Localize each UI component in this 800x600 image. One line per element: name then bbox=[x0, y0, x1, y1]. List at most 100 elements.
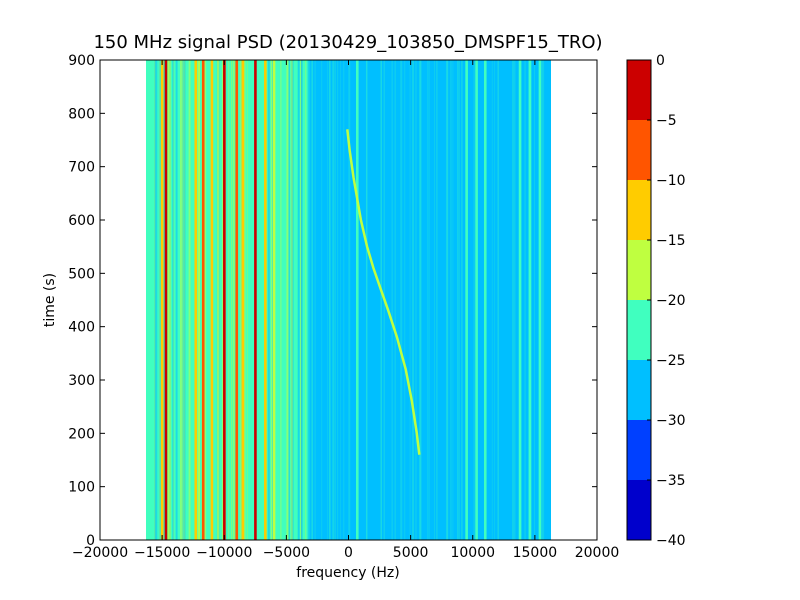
psd-texture-stripe bbox=[301, 60, 303, 540]
y-tick-label: 400 bbox=[68, 320, 95, 336]
psd-texture-stripe bbox=[314, 60, 316, 540]
chart-title: 150 MHz signal PSD (20130429_103850_DMSP… bbox=[93, 32, 602, 53]
psd-texture-stripe bbox=[209, 60, 211, 540]
colorbar-tick-label: −35 bbox=[656, 473, 686, 489]
psd-texture-stripe bbox=[267, 60, 270, 540]
psd-texture-stripe bbox=[234, 60, 236, 540]
y-tick-label: 300 bbox=[68, 373, 95, 389]
psd-texture-stripe bbox=[305, 60, 307, 540]
colorbar-segment bbox=[627, 300, 651, 360]
psd-texture-stripe bbox=[497, 60, 499, 540]
psd-texture-stripe bbox=[446, 60, 447, 540]
colorbar-tick-label: −10 bbox=[656, 173, 686, 189]
psd-texture-stripe bbox=[149, 60, 152, 540]
psd-texture-stripe bbox=[217, 60, 220, 540]
psd-texture-stripe bbox=[340, 60, 341, 540]
psd-carrier-line bbox=[201, 60, 205, 540]
psd-texture-stripe bbox=[491, 60, 493, 540]
psd-carrier-line bbox=[518, 60, 522, 540]
psd-texture-stripe bbox=[204, 60, 207, 540]
colorbar-tick-label: −15 bbox=[656, 233, 686, 249]
psd-carrier-line bbox=[160, 60, 164, 540]
y-tick-label: 900 bbox=[68, 53, 95, 69]
psd-texture-stripe bbox=[327, 60, 329, 540]
y-tick-label: 0 bbox=[86, 533, 95, 549]
y-tick-label: 500 bbox=[68, 266, 95, 282]
psd-texture-stripe bbox=[404, 60, 406, 540]
psd-carrier-line bbox=[235, 60, 239, 540]
colorbar-segment bbox=[627, 360, 651, 420]
y-axis-ticks: 0 100 200 300 400 500 600 700 800 900 bbox=[68, 53, 597, 549]
psd-texture-stripe bbox=[234, 60, 236, 540]
x-axis-label: frequency (Hz) bbox=[296, 565, 399, 581]
psd-texture-stripe bbox=[296, 60, 298, 540]
psd-texture-stripe bbox=[310, 60, 312, 540]
psd-texture-stripe bbox=[170, 60, 173, 540]
psd-texture-stripe bbox=[213, 60, 215, 540]
psd-texture-stripe bbox=[447, 60, 449, 540]
psd-carrier-line bbox=[528, 60, 532, 540]
psd-texture-stripe bbox=[380, 60, 382, 540]
psd-texture-stripe bbox=[231, 60, 233, 540]
psd-texture-stripe bbox=[452, 60, 454, 540]
colorbar-segment bbox=[627, 480, 651, 540]
x-tick-label: 0 bbox=[344, 545, 353, 561]
psd-texture-stripe bbox=[542, 60, 545, 540]
psd-texture-stripe bbox=[337, 60, 339, 540]
psd-texture-stripe bbox=[298, 60, 300, 540]
psd-texture-stripe bbox=[457, 60, 459, 540]
psd-carrier-line bbox=[223, 60, 226, 540]
psd-texture-stripe bbox=[461, 60, 463, 540]
psd-texture-stripe bbox=[394, 60, 396, 540]
psd-texture-stripe bbox=[366, 60, 368, 540]
psd-texture-stripe bbox=[188, 60, 191, 540]
psd-texture-stripe bbox=[168, 60, 169, 540]
psd-texture-stripe bbox=[459, 60, 460, 540]
psd-texture-stripe bbox=[450, 60, 452, 540]
psd-texture-stripe bbox=[419, 60, 422, 540]
psd-texture-stripe bbox=[411, 60, 414, 540]
x-tick-label: 20000 bbox=[575, 545, 620, 561]
empty-region-left bbox=[100, 60, 146, 540]
psd-texture-stripe bbox=[348, 60, 351, 540]
colorbar-tick-label: −5 bbox=[656, 113, 677, 129]
psd-texture-stripe bbox=[228, 60, 230, 540]
psd-texture-stripe bbox=[245, 60, 248, 540]
psd-carrier-line bbox=[465, 60, 468, 540]
psd-texture-stripe bbox=[458, 60, 460, 540]
psd-texture-stripe bbox=[159, 60, 161, 540]
psd-texture-stripe bbox=[420, 60, 422, 540]
plot-area bbox=[99, 59, 598, 541]
psd-texture-stripe bbox=[534, 60, 535, 540]
colorbar-segment bbox=[627, 60, 651, 120]
x-tick-label: 5000 bbox=[393, 545, 429, 561]
psd-texture-stripe bbox=[179, 60, 182, 540]
psd-texture-stripe bbox=[291, 60, 293, 540]
psd-texture-stripe bbox=[307, 60, 309, 540]
psd-carrier-line bbox=[538, 60, 542, 540]
psd-texture-stripe bbox=[365, 60, 368, 540]
psd-texture-stripe bbox=[297, 60, 300, 540]
doppler-trace bbox=[346, 129, 421, 455]
psd-texture-stripe bbox=[279, 60, 281, 540]
psd-carrier-line bbox=[241, 60, 245, 540]
psd-carrier-line bbox=[194, 60, 198, 540]
psd-texture-stripe bbox=[244, 60, 246, 540]
psd-texture-stripe bbox=[427, 60, 428, 540]
colorbar-segment bbox=[627, 420, 651, 480]
empty-region-right bbox=[551, 60, 597, 540]
psd-carrier-line bbox=[475, 60, 478, 540]
psd-texture-stripe bbox=[400, 60, 401, 540]
psd-texture-stripe bbox=[428, 60, 430, 540]
psd-texture-stripe bbox=[329, 60, 331, 540]
psd-texture-stripe bbox=[175, 60, 178, 540]
psd-carrier-line bbox=[254, 60, 257, 540]
psd-texture-stripe bbox=[328, 60, 330, 540]
psd-texture-stripe bbox=[293, 60, 296, 540]
psd-texture-stripe bbox=[436, 60, 438, 540]
y-tick-label: 700 bbox=[68, 160, 95, 176]
psd-texture-stripe bbox=[197, 60, 200, 540]
psd-carrier-line bbox=[210, 60, 214, 540]
psd-texture-stripe bbox=[232, 60, 235, 540]
